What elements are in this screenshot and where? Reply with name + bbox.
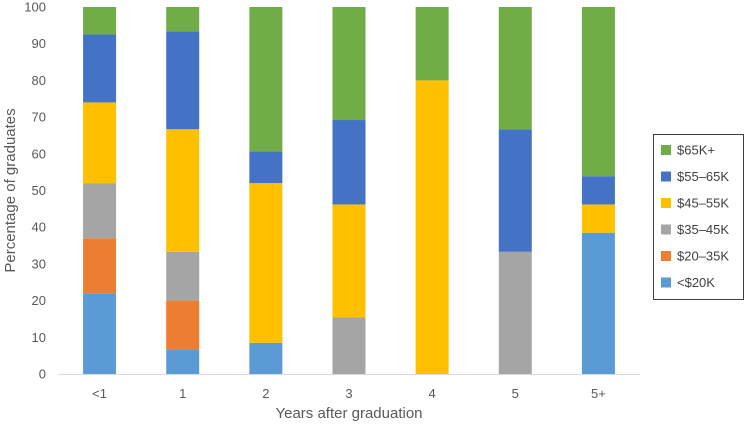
legend-label: <$20K [677,275,715,290]
bar-segment [83,238,117,294]
bar-segment [415,7,449,81]
bar-segment [581,232,615,374]
legend-label: $65K+ [677,143,715,158]
bar-segment [332,204,366,318]
bar-segment [249,342,283,374]
bar-segment [581,204,615,233]
legend: $65K+ $55–65K $45–55K $35–45K $20–35K <$20K [653,134,744,300]
bar-segment [166,31,200,130]
bar-segment [332,120,366,205]
bar-segment [249,183,283,343]
bars-group [83,7,615,375]
legend-swatch [661,277,671,288]
legend-swatch [661,171,671,182]
bar-segment [83,34,117,103]
legend-swatch [661,145,671,155]
x-tick-label: 3 [345,386,352,401]
bar-segment [249,151,283,184]
bar-segment [498,129,532,252]
y-tick-label: 60 [32,146,46,161]
bar-segment [166,7,200,32]
bar-segment [249,7,283,152]
y-tick-label: 90 [32,36,46,51]
x-tick-label: <1 [92,386,107,401]
x-tick-label: 5+ [591,386,606,401]
y-tick-label: 20 [32,293,46,308]
legend-label: $55–65K [677,169,729,184]
y-axis-title: Percentage of graduates [2,108,19,272]
x-axis-title: Years after graduation [275,405,422,422]
bar-segment [498,7,532,130]
y-tick-label: 40 [32,220,46,235]
bar-segment [166,349,200,374]
y-tick-label: 50 [32,183,46,198]
bar-segment [83,293,117,374]
legend-label: $20–35K [677,249,729,264]
y-tick-label: 100 [24,0,46,15]
y-tick-label: 0 [39,367,46,382]
bar-segment [166,129,200,252]
bar-segment [332,7,366,121]
legend-box [653,134,744,300]
bar-segment [166,300,200,350]
x-tick-label: 1 [179,386,186,401]
y-tick-label: 70 [32,110,46,125]
y-tick-label: 10 [32,330,46,345]
legend-swatch [661,224,671,235]
bar-segment [83,183,117,239]
bar-segment [83,102,117,184]
legend-label: $35–45K [677,222,729,237]
legend-swatch [661,251,671,261]
x-tick-label: 5 [512,386,519,401]
bar-segment [332,317,366,374]
bar-segment [83,7,117,35]
y-tick-label: 80 [32,73,46,88]
bar-segment [166,251,200,301]
x-axis-ticks: <1 1 2 3 4 5 5+ [92,386,606,401]
y-axis-ticks: 0 10 20 30 40 50 60 70 80 90 100 [24,0,46,382]
legend-label: $45–55K [677,196,729,211]
bar-segment [581,176,615,205]
bar-segment [581,7,615,177]
x-tick-label: 2 [262,386,269,401]
bar-segment [415,80,449,375]
x-tick-label: 4 [429,386,436,401]
bar-segment [498,251,532,374]
legend-swatch [661,198,671,208]
y-tick-label: 30 [32,256,46,271]
